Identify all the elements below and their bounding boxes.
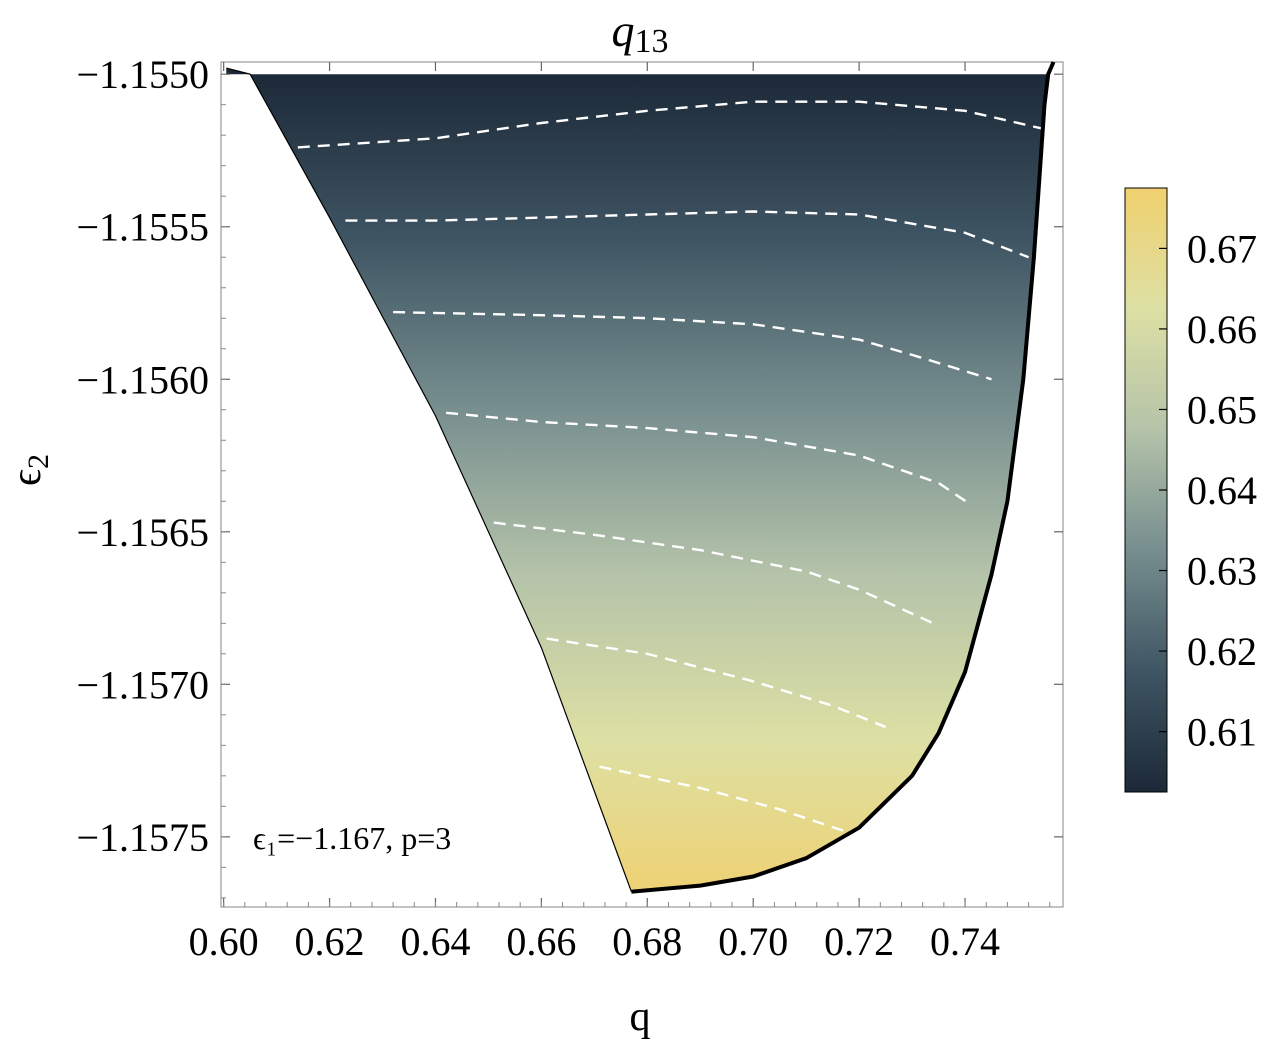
svg-text:ϵ2: ϵ2 (4, 454, 55, 486)
x-tick-label: 0.62 (295, 919, 365, 964)
y-tick-label: −1.1570 (76, 662, 209, 707)
heatmap-region-layer (226, 68, 1049, 892)
y-tick-label: −1.1565 (76, 510, 209, 555)
y-tick-label: −1.1560 (76, 357, 209, 402)
contour-line-2 (345, 210, 1030, 259)
x-tick-label: 0.64 (400, 919, 470, 964)
colorbar: 0.61 0.62 0.63 0.64 0.65 0.66 0.67 (1124, 187, 1257, 793)
heatmap-region (226, 68, 1049, 892)
y-axis-label: ϵ2 (4, 454, 55, 486)
contour-layer (297, 100, 1045, 832)
y-tick-label: −1.1575 (76, 815, 209, 860)
contour-line-1 (297, 100, 1045, 149)
x-tick-label: 0.68 (612, 919, 682, 964)
x-tick-label: 0.70 (718, 919, 788, 964)
plot-frame (220, 61, 1064, 908)
y-tick-label: −1.1550 (76, 52, 209, 97)
chart-title: q13 (612, 5, 669, 60)
y-tick-label: −1.1555 (76, 205, 209, 250)
colorbar-tick-label: 0.63 (1187, 549, 1257, 594)
parameter-annotation: ϵ₁=−1.167, p=3 (253, 820, 451, 856)
x-axis-label: q (630, 994, 651, 1040)
contour-line-3 (393, 310, 992, 381)
colorbar-ticks: 0.61 0.62 0.63 0.64 0.65 0.66 0.67 (1159, 226, 1257, 755)
x-axis-ticks: 0.60 0.62 0.64 0.66 0.68 0.70 0.72 0.74 (189, 62, 1051, 964)
colorbar-tick-label: 0.65 (1187, 387, 1257, 432)
x-tick-label: 0.66 (506, 919, 576, 964)
contour-line-4 (445, 411, 971, 506)
x-tick-label: 0.60 (189, 919, 259, 964)
colorbar-tick-label: 0.62 (1187, 629, 1257, 674)
x-tick-label: 0.74 (930, 919, 1000, 964)
lower-boundary-line (631, 61, 1056, 894)
left-boundary-line (226, 67, 632, 892)
contour-line-7 (599, 765, 844, 832)
y-axis-ticks: −1.1550 −1.1555 −1.1560 −1.1565 −1.1570 −1.15… (76, 52, 1063, 899)
contour-line-5 (493, 521, 934, 625)
contour-line-6 (546, 637, 887, 729)
colorbar-tick-label: 0.67 (1187, 226, 1257, 271)
colorbar-tick-label: 0.64 (1187, 468, 1257, 513)
x-tick-label: 0.72 (824, 919, 894, 964)
colorbar-tick-label: 0.66 (1187, 307, 1257, 352)
boundary-layer (226, 61, 1056, 894)
colorbar-tick-label: 0.61 (1187, 710, 1257, 755)
